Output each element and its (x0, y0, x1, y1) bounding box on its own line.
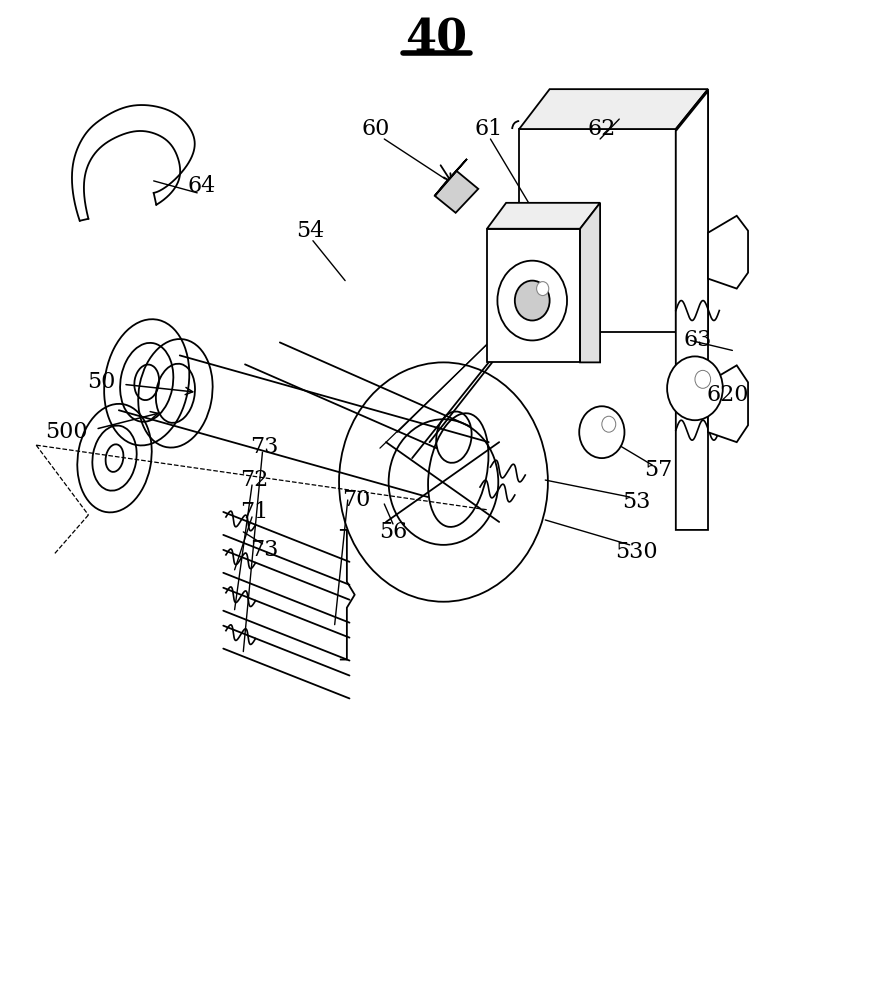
Text: 71: 71 (239, 501, 268, 523)
Text: 60: 60 (361, 118, 389, 140)
Text: 64: 64 (188, 175, 216, 197)
Text: 500: 500 (45, 421, 88, 443)
Text: 53: 53 (622, 491, 651, 513)
Text: 40: 40 (405, 18, 468, 61)
Text: 50: 50 (87, 371, 115, 393)
Text: 63: 63 (684, 329, 711, 351)
Text: 620: 620 (707, 384, 749, 406)
Circle shape (515, 281, 550, 321)
Text: 62: 62 (588, 118, 616, 140)
Polygon shape (676, 91, 708, 530)
Polygon shape (435, 171, 478, 213)
Polygon shape (487, 229, 580, 362)
Text: 70: 70 (342, 489, 371, 511)
Polygon shape (708, 216, 748, 289)
Polygon shape (487, 203, 600, 229)
Text: 73: 73 (250, 436, 278, 458)
Circle shape (498, 261, 567, 340)
Polygon shape (435, 159, 467, 196)
Polygon shape (519, 129, 676, 332)
Circle shape (537, 282, 549, 296)
Text: 530: 530 (615, 541, 658, 563)
Text: 54: 54 (296, 220, 325, 242)
Circle shape (667, 356, 723, 420)
Polygon shape (708, 365, 748, 442)
Text: 57: 57 (644, 459, 672, 481)
Text: 56: 56 (379, 521, 407, 543)
Text: 73: 73 (250, 539, 278, 561)
Polygon shape (580, 203, 600, 362)
Text: 72: 72 (239, 469, 268, 491)
Polygon shape (519, 89, 708, 129)
Text: 61: 61 (475, 118, 503, 140)
Circle shape (579, 406, 624, 458)
Circle shape (695, 370, 711, 388)
Circle shape (601, 416, 615, 432)
Polygon shape (676, 89, 708, 332)
